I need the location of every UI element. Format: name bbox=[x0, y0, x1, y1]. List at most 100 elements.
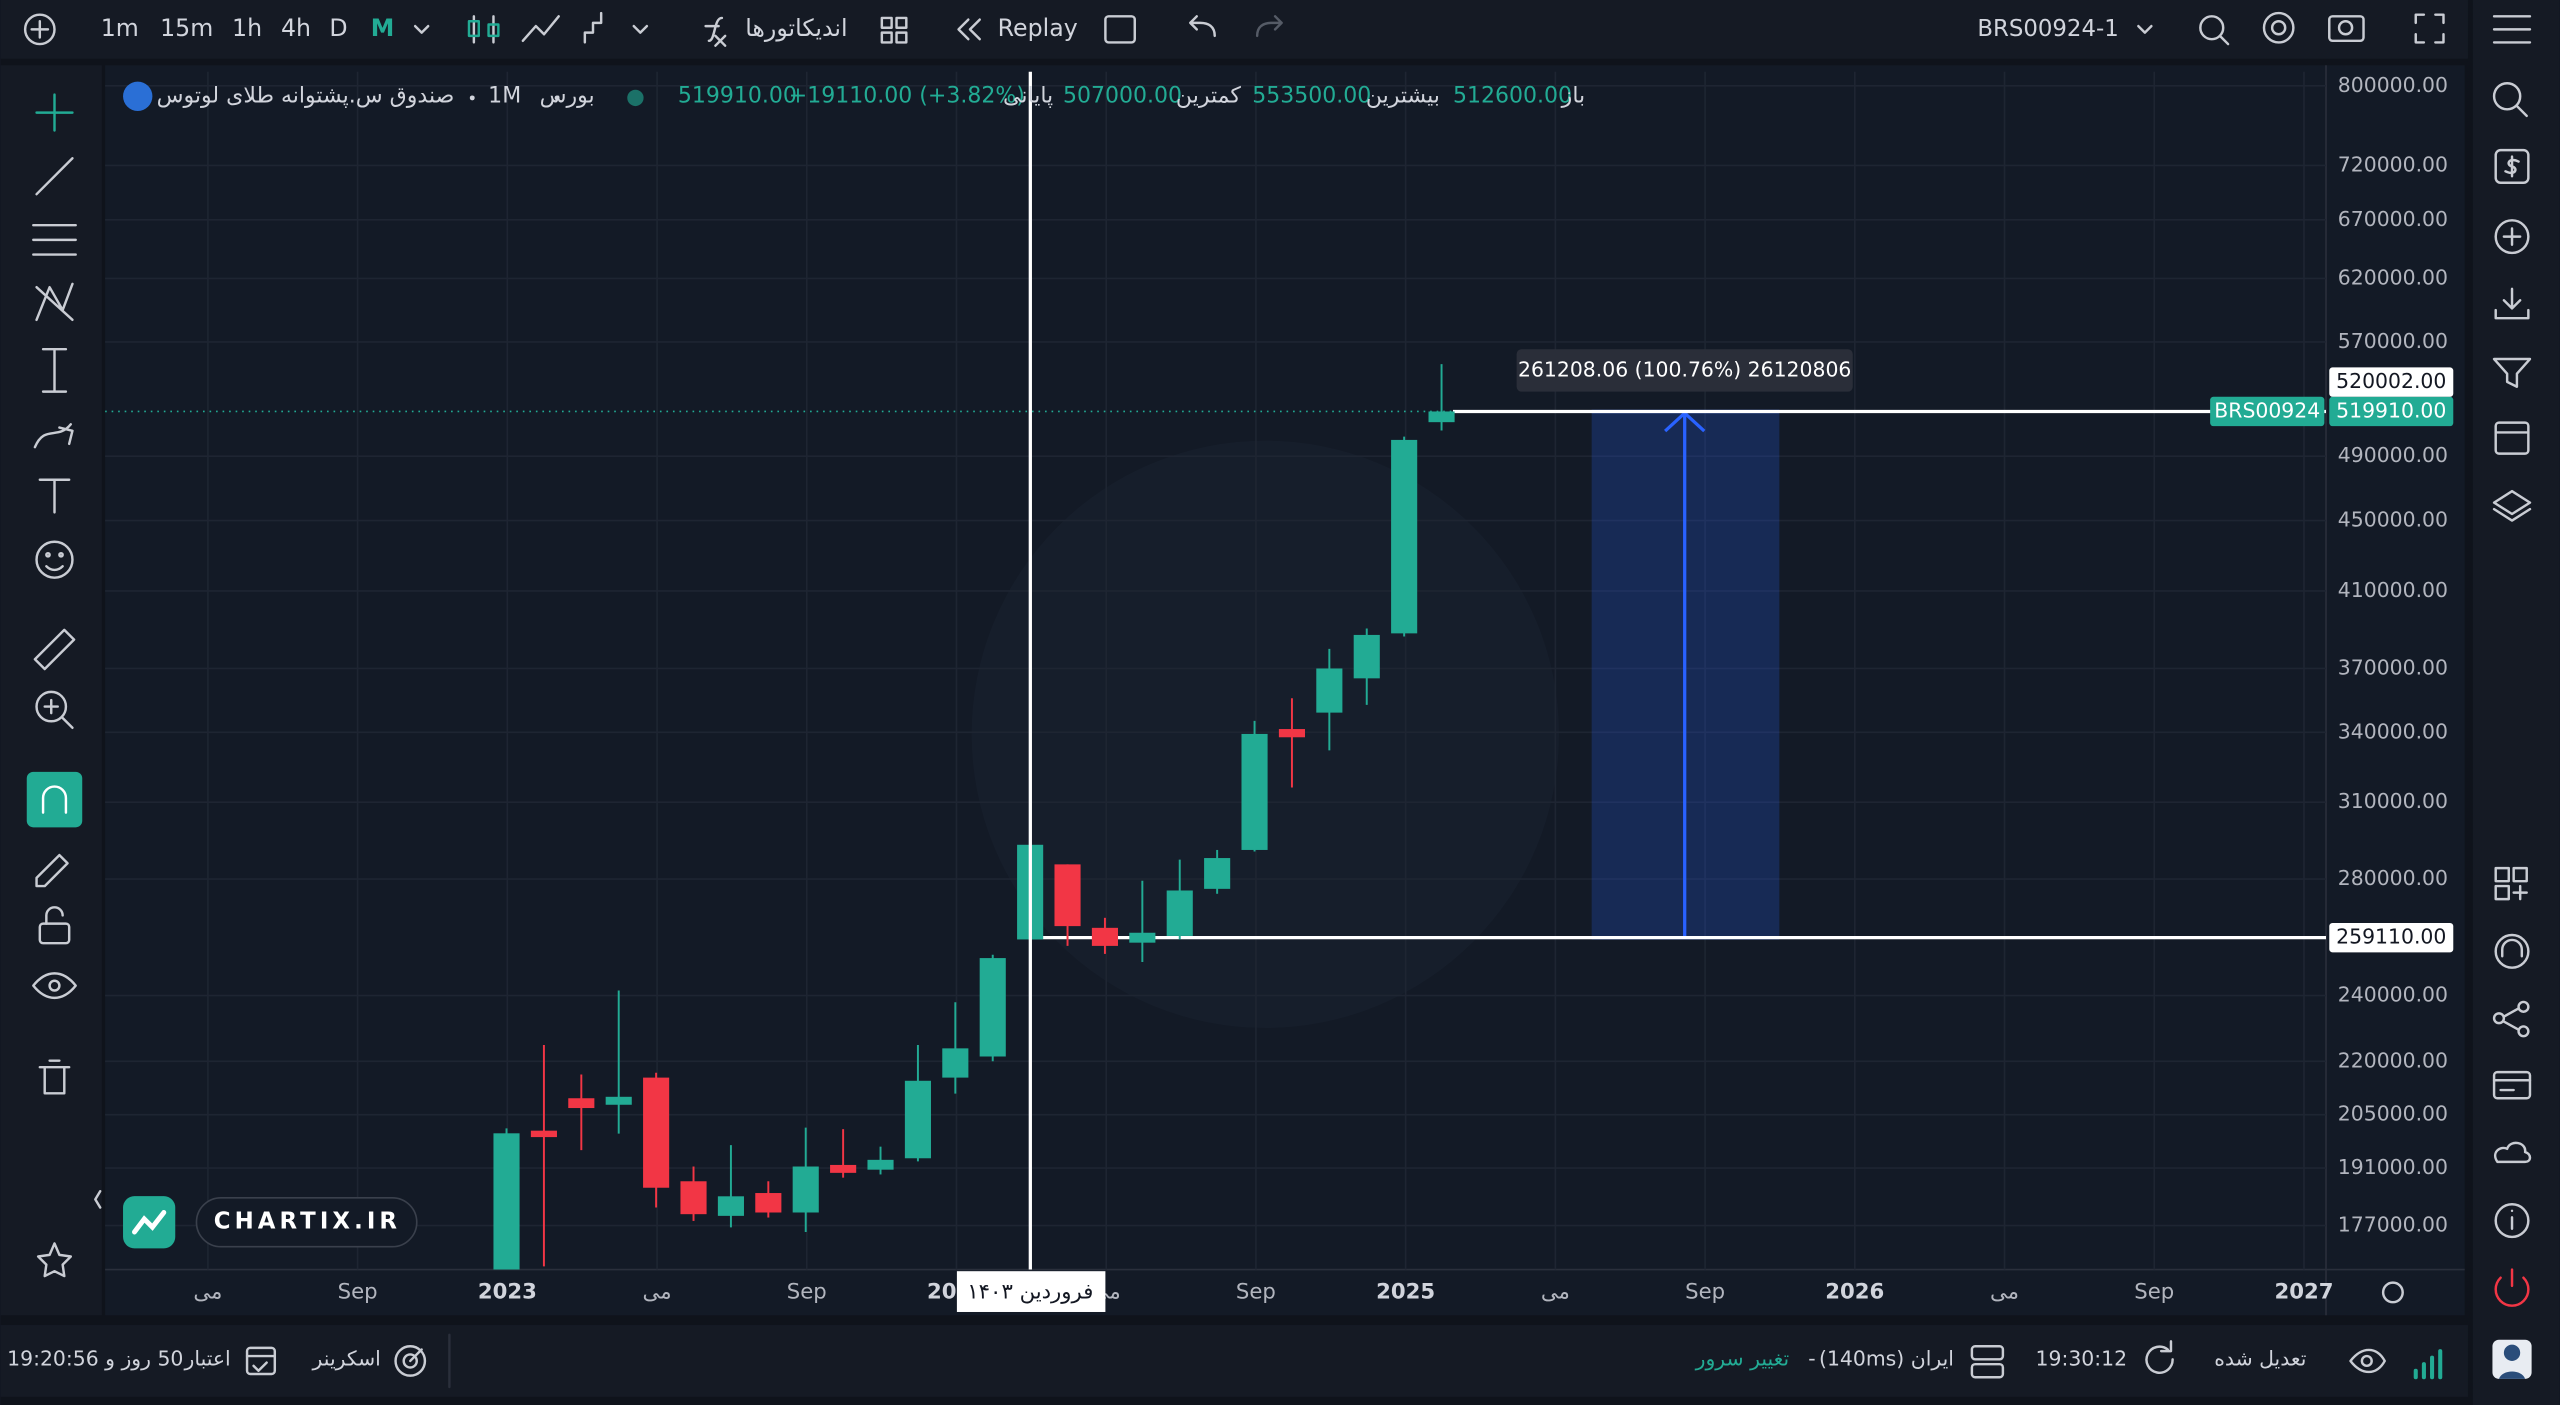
price-tick-label: 800000.00 bbox=[2338, 73, 2448, 97]
candle-body bbox=[979, 958, 1006, 1057]
symbol-selector[interactable]: BRS00924-1 bbox=[1977, 16, 2118, 42]
sidebar-icons bbox=[2492, 15, 2532, 1379]
indicators-button[interactable]: اندیکاتورها bbox=[745, 14, 847, 42]
time-tick-label: Sep bbox=[338, 1279, 378, 1304]
candle-body bbox=[1091, 927, 1118, 946]
price-tick-label: 220000.00 bbox=[2338, 1048, 2448, 1072]
candle-body bbox=[605, 1096, 632, 1105]
interval-button[interactable]: 15m bbox=[160, 14, 213, 42]
time-tick-label: Sep bbox=[1236, 1279, 1276, 1304]
separator bbox=[554, 95, 560, 101]
candle-body bbox=[942, 1048, 969, 1078]
interval-button[interactable]: 1m bbox=[101, 14, 139, 42]
legend-open: 512600.00 bbox=[1453, 83, 1572, 108]
top-toolbar bbox=[0, 0, 2468, 59]
price-tick-label: 205000.00 bbox=[2338, 1102, 2448, 1126]
price-tick-label: 177000.00 bbox=[2338, 1213, 2448, 1237]
left-toolbar bbox=[0, 65, 102, 1316]
crosshair-time: فروردین ۱۴۰۳ bbox=[967, 1279, 1093, 1304]
time-tick-label: Sep bbox=[1685, 1279, 1725, 1304]
replay-button[interactable]: Replay bbox=[998, 14, 1078, 42]
measure-label: 261208.06 (100.76%) 26120806 bbox=[1518, 357, 1851, 381]
crosshair-time-box bbox=[956, 1271, 1106, 1312]
watermark-icon-glyph bbox=[132, 1209, 167, 1235]
price-tick-label: 340000.00 bbox=[2338, 719, 2448, 743]
legend-high: 553500.00 bbox=[1252, 83, 1371, 108]
candle-body bbox=[1428, 411, 1455, 423]
credit-label: اعتبار bbox=[184, 1346, 231, 1370]
time-tick-label: 2023 bbox=[478, 1279, 537, 1304]
legend-change: +19110.00 (+3.82%) bbox=[789, 83, 1025, 108]
current-price-box bbox=[2329, 396, 2454, 427]
measure-from-price-box bbox=[2329, 922, 2454, 953]
price-tick-label: 370000.00 bbox=[2338, 655, 2448, 679]
symbol-name: صندوق س.پشتوانه طلای لوتوس bbox=[157, 83, 455, 108]
legend-open-label: باز bbox=[1561, 83, 1585, 108]
current-price: 519910.00 bbox=[2336, 398, 2446, 422]
toolbar-icons bbox=[23, 11, 2445, 47]
candle-body bbox=[792, 1166, 819, 1213]
candle-body bbox=[1391, 439, 1418, 634]
separator-dash: - bbox=[1808, 1346, 1815, 1370]
candle-body bbox=[1129, 932, 1156, 943]
candle-body bbox=[867, 1159, 894, 1170]
crosshair-price: 520002.00 bbox=[2336, 369, 2446, 393]
price-tick-label: 240000.00 bbox=[2338, 983, 2448, 1007]
time-tick-label: 2026 bbox=[1825, 1279, 1884, 1304]
legend-close: 519910.00 bbox=[678, 83, 797, 108]
crosshair-price-box bbox=[2329, 367, 2454, 397]
price-tick-label: 570000.00 bbox=[2338, 329, 2448, 353]
time-tick-label: Sep bbox=[787, 1279, 827, 1304]
separator bbox=[469, 95, 475, 101]
price-tick-label: 280000.00 bbox=[2338, 866, 2448, 890]
status-icons bbox=[245, 1281, 2443, 1389]
right-sidebar bbox=[2472, 0, 2560, 1405]
candle-body bbox=[1316, 668, 1343, 713]
current-symbol-box bbox=[2210, 396, 2325, 427]
legend-high-label: بیشترین bbox=[1366, 83, 1440, 108]
legend-exchange: بورس bbox=[540, 83, 595, 108]
measure-label-box bbox=[1516, 349, 1853, 392]
candle-body bbox=[568, 1098, 595, 1109]
price-tick-label: 620000.00 bbox=[2338, 265, 2448, 289]
interval-button[interactable]: M bbox=[371, 14, 395, 42]
server-status: ایران (140ms) bbox=[1819, 1346, 1954, 1370]
candle-body bbox=[830, 1164, 857, 1173]
candle-body bbox=[717, 1196, 744, 1216]
interval-button[interactable]: D bbox=[329, 14, 347, 42]
candle-body bbox=[1166, 890, 1193, 936]
watermark-text: CHARTIX.IR bbox=[214, 1209, 401, 1235]
candle-body bbox=[1241, 733, 1268, 850]
time-tick-label: می bbox=[643, 1279, 672, 1304]
time-tick-label: می bbox=[1541, 1279, 1570, 1304]
interval-button[interactable]: 4h bbox=[281, 14, 311, 42]
price-tick-label: 490000.00 bbox=[2338, 443, 2448, 467]
screener-button[interactable]: اسکرینر bbox=[312, 1346, 381, 1370]
price-tick-label: 450000.00 bbox=[2338, 508, 2448, 532]
time-tick-label: می bbox=[1990, 1279, 2019, 1304]
current-symbol: BRS00924 bbox=[2214, 398, 2320, 422]
price-tick-label: 191000.00 bbox=[2338, 1155, 2448, 1179]
price-tick-label: 410000.00 bbox=[2338, 578, 2448, 602]
symbol-logo bbox=[123, 81, 153, 111]
candle-body bbox=[755, 1193, 782, 1213]
price-tick-label: 670000.00 bbox=[2338, 207, 2448, 231]
legend-interval: 1M bbox=[488, 83, 521, 108]
legend-close-label: پایانی bbox=[1003, 83, 1053, 108]
adjusted-toggle[interactable]: تعدیل شده bbox=[2214, 1346, 2306, 1370]
candle-body bbox=[530, 1130, 557, 1138]
market-status bbox=[627, 89, 644, 107]
time-tick-label: 2025 bbox=[1376, 1279, 1435, 1304]
candle-body bbox=[1054, 864, 1081, 927]
credit-time: 50 روز و 19:20:56 bbox=[7, 1346, 183, 1370]
candle-body bbox=[643, 1077, 670, 1188]
legend-low-label: کمترین bbox=[1176, 83, 1241, 108]
time-tick-label: 2027 bbox=[2274, 1279, 2333, 1304]
interval-button[interactable]: 1h bbox=[232, 14, 262, 42]
candle-body bbox=[680, 1181, 707, 1215]
time-tick-label: Sep bbox=[2134, 1279, 2174, 1304]
legend-low: 507000.00 bbox=[1063, 83, 1182, 108]
candle-body bbox=[493, 1133, 520, 1270]
server-change[interactable]: تغییر سرور bbox=[1695, 1346, 1790, 1370]
